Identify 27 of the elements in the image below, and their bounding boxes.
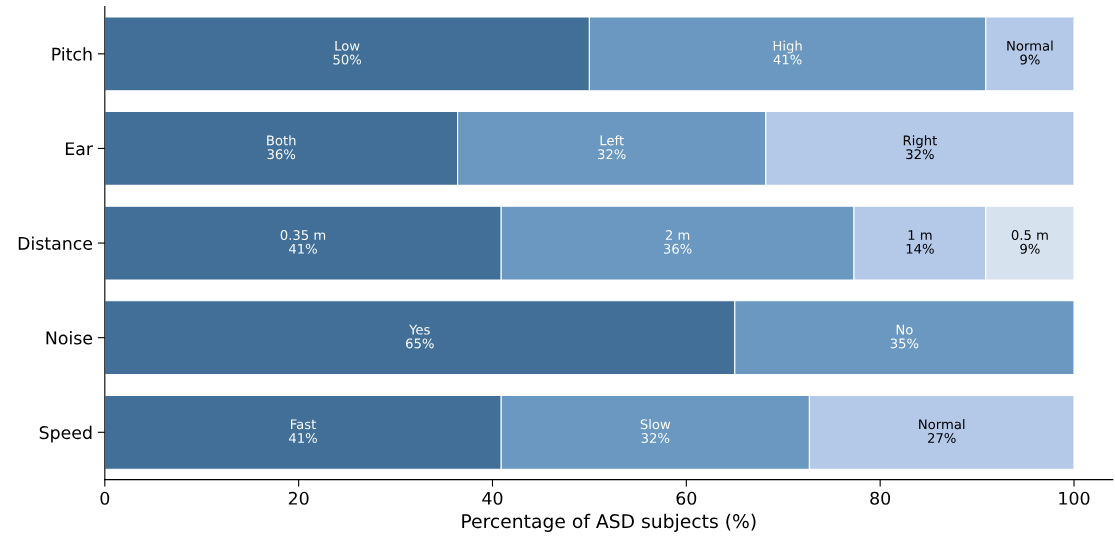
y-tick-label: Speed [39, 425, 92, 443]
y-tick-label: Distance [18, 236, 93, 250]
data-label: Yes 65% [406, 324, 434, 349]
data-label: 1 m 14% [906, 230, 934, 254]
data-label: No 35% [890, 324, 919, 349]
x-tick-label: 80 [870, 491, 891, 505]
data-label: Slow 32% [640, 419, 671, 444]
data-label: Right 32% [903, 135, 937, 160]
y-tick-label: Ear [65, 142, 93, 156]
data-label: Fast 41% [288, 419, 317, 444]
data-label: Normal 9% [1007, 40, 1053, 65]
data-label: 0.5 m 9% [1011, 230, 1048, 254]
x-tick-label: 40 [482, 491, 503, 505]
x-tick-label: 60 [676, 491, 697, 505]
y-tick-label: Noise [46, 331, 93, 345]
x-axis-title: Percentage of ASD subjects (%) [462, 513, 756, 532]
data-label: Low 50% [333, 40, 362, 65]
x-tick-label: 20 [288, 491, 309, 505]
data-label: Both 36% [267, 135, 296, 160]
data-label: 0.35 m 41% [280, 230, 326, 254]
data-label: Normal 27% [919, 419, 965, 444]
data-label: Left 32% [598, 135, 626, 160]
y-tick-label: Pitch [52, 47, 92, 61]
x-tick-label: 100 [1059, 491, 1090, 505]
data-label: High 41% [773, 40, 802, 65]
data-label: 2 m 36% [663, 230, 692, 254]
x-tick-label: 0 [100, 491, 110, 505]
